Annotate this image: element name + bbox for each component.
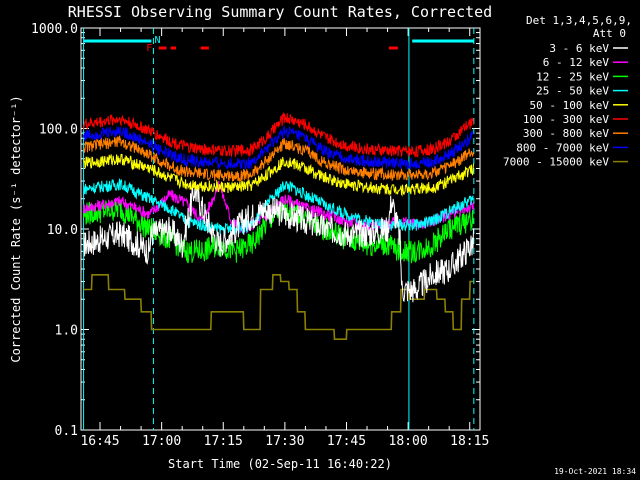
x-tick-label: 17:00 (142, 434, 181, 449)
plot-layer: 0.1 1.0 10.0 100.0 1000.0 16:45 17:00 17:15 17:3… (31, 22, 489, 449)
y-axis-label: Corrected Count Rate (s⁻¹ detector⁻¹) (9, 95, 23, 362)
x-tick-label: 17:15 (204, 434, 243, 449)
series-line-1 (83, 181, 474, 233)
x-tick-label: 18:15 (450, 434, 489, 449)
y-tick-label: 0.1 (55, 424, 78, 439)
y-tick-label: 10.0 (47, 223, 78, 238)
chart-title: RHESSI Observing Summary Count Rates, Co… (68, 3, 492, 21)
legend-label: 25 - 50 keV (536, 85, 609, 98)
series-line-7 (83, 124, 474, 171)
y-tick-label: 100.0 (39, 123, 78, 138)
x-tick-label: 17:30 (265, 434, 304, 449)
legend-label: 12 - 25 keV (536, 70, 609, 83)
flag-label: N (155, 35, 161, 46)
y-tick-label: 1000.0 (31, 22, 78, 37)
series-line-6 (83, 135, 474, 183)
series-line-0 (83, 183, 474, 303)
legend-label: 300 - 800 keV (523, 127, 609, 140)
x-tick-label: 16:45 (80, 434, 119, 449)
x-axis-label: Start Time (02-Sep-11 16:40:22) (168, 457, 392, 471)
legend-label: 50 - 100 keV (530, 99, 610, 112)
series-line-3 (83, 178, 474, 235)
legend-header-line-1: Det 1,3,4,5,6,9, (526, 14, 632, 27)
legend-label: 800 - 7000 keV (516, 141, 609, 154)
series-line-4 (83, 153, 474, 197)
x-tick-label: 18:00 (389, 434, 428, 449)
legend-label: 6 - 12 keV (543, 56, 610, 69)
legend-label: 3 - 6 keV (549, 42, 609, 55)
x-tick-label: 17:45 (327, 434, 366, 449)
flag-label: F (146, 43, 152, 54)
legend-header-line-2: Att 0 (593, 27, 626, 40)
y-tick-label: 1.0 (55, 324, 78, 339)
series-line-5 (83, 112, 474, 159)
legend-label: 100 - 300 keV (523, 113, 609, 126)
legend-label: 7000 - 15000 keV (503, 156, 609, 169)
timestamp: 19-Oct-2021 18:34 (554, 467, 636, 476)
